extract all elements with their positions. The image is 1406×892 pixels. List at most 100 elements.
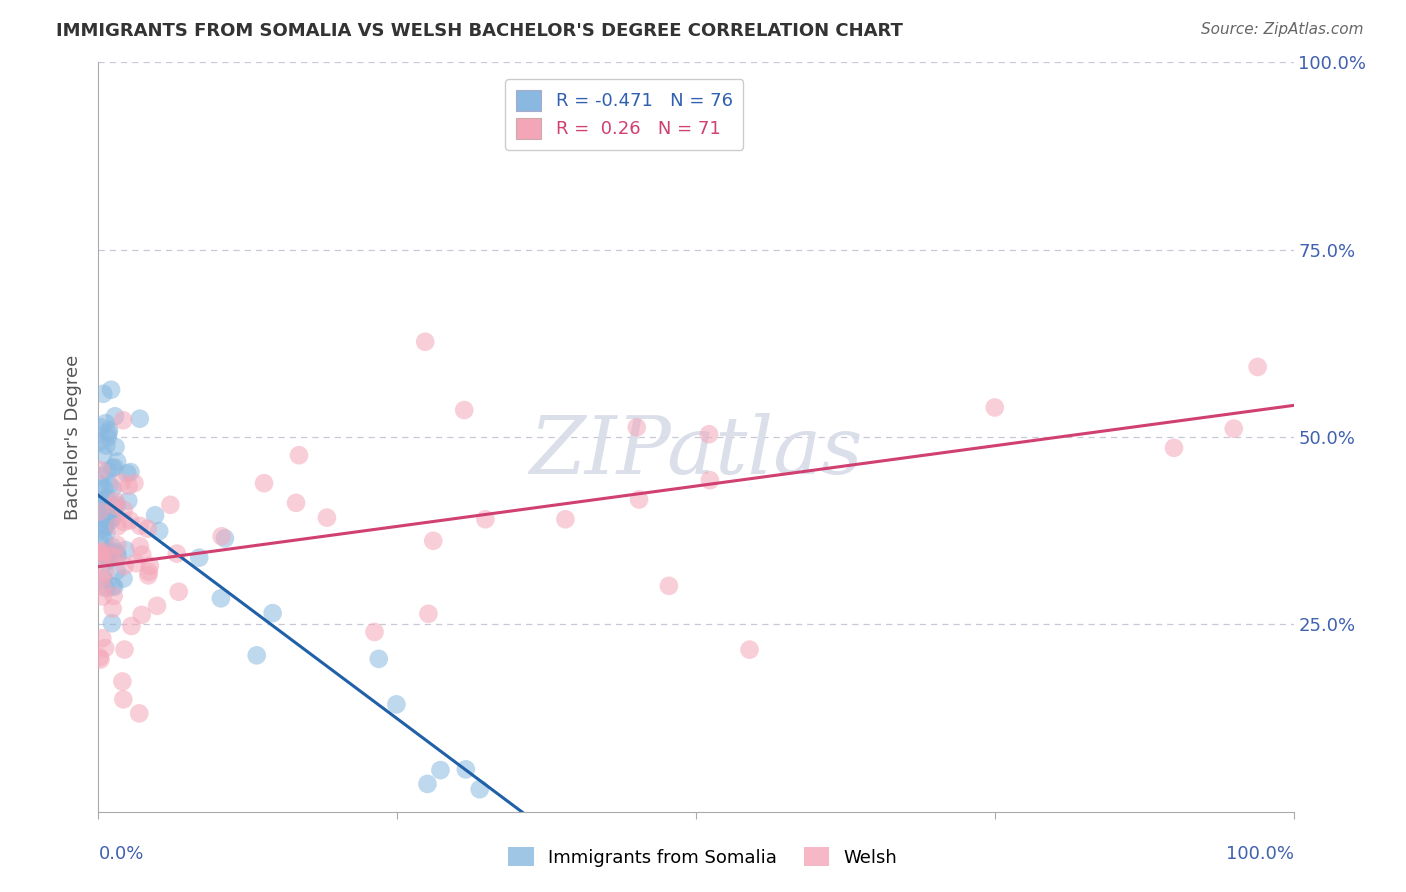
Point — [97, 423, 120, 437]
Point — [146, 599, 169, 613]
Point — [93, 448, 115, 462]
Legend: Immigrants from Somalia, Welsh: Immigrants from Somalia, Welsh — [501, 840, 905, 874]
Point — [97, 464, 120, 478]
Point — [91, 539, 114, 553]
Point — [117, 467, 139, 481]
Point — [96, 581, 118, 595]
Point — [93, 533, 115, 547]
Point — [139, 558, 162, 573]
Point — [98, 477, 121, 491]
Point — [90, 547, 112, 561]
Point — [97, 552, 120, 566]
Point — [103, 589, 125, 603]
Point — [91, 580, 114, 594]
Point — [90, 571, 112, 585]
Point — [114, 642, 136, 657]
Point — [385, 698, 408, 712]
Point — [104, 494, 127, 508]
Point — [104, 550, 127, 565]
Point — [124, 476, 146, 491]
Text: IMMIGRANTS FROM SOMALIA VS WELSH BACHELOR'S DEGREE CORRELATION CHART: IMMIGRANTS FROM SOMALIA VS WELSH BACHELO… — [56, 22, 903, 40]
Point — [105, 564, 128, 578]
Point — [697, 427, 720, 442]
Point — [101, 601, 124, 615]
Point — [105, 454, 128, 468]
Point — [96, 555, 118, 569]
Point — [699, 473, 721, 487]
Point — [100, 383, 122, 397]
Point — [90, 420, 112, 434]
Legend: R = -0.471   N = 76, R =  0.26   N = 71: R = -0.471 N = 76, R = 0.26 N = 71 — [505, 79, 744, 150]
Point — [626, 420, 648, 434]
Point — [90, 469, 112, 483]
Point — [96, 439, 118, 453]
Point — [93, 510, 115, 524]
Point — [429, 763, 451, 777]
Point — [143, 508, 166, 523]
Point — [468, 782, 491, 797]
Point — [285, 496, 308, 510]
Point — [90, 544, 112, 558]
Point — [91, 631, 114, 645]
Point — [114, 559, 136, 574]
Point — [101, 511, 124, 525]
Point — [89, 503, 111, 517]
Point — [416, 777, 439, 791]
Point — [107, 549, 129, 564]
Point — [96, 546, 118, 560]
Point — [104, 499, 127, 513]
Text: ZIPatlas: ZIPatlas — [529, 413, 863, 491]
Point — [94, 416, 117, 430]
Point — [101, 616, 124, 631]
Point — [91, 590, 114, 604]
Point — [454, 763, 477, 777]
Point — [128, 706, 150, 721]
Point — [100, 549, 122, 563]
Point — [1247, 359, 1270, 374]
Point — [159, 498, 181, 512]
Point — [105, 538, 128, 552]
Point — [167, 584, 190, 599]
Point — [136, 568, 159, 582]
Point — [91, 386, 114, 401]
Point — [90, 463, 112, 477]
Point — [120, 619, 142, 633]
Point — [131, 548, 153, 562]
Point — [96, 491, 118, 505]
Point — [91, 549, 114, 563]
Point — [211, 529, 233, 543]
Point — [104, 440, 127, 454]
Point — [91, 508, 114, 523]
Point — [413, 334, 436, 349]
Point — [89, 434, 111, 449]
Point — [128, 411, 150, 425]
Point — [148, 524, 170, 538]
Point — [89, 652, 111, 666]
Point — [112, 692, 135, 706]
Point — [114, 543, 136, 558]
Point — [246, 648, 269, 663]
Point — [117, 493, 139, 508]
Point — [363, 624, 385, 639]
Point — [98, 546, 121, 560]
Y-axis label: Bachelor's Degree: Bachelor's Degree — [65, 354, 83, 520]
Point — [117, 479, 139, 493]
Point — [367, 652, 389, 666]
Point — [418, 607, 440, 621]
Point — [131, 607, 153, 622]
Point — [253, 476, 276, 491]
Point — [628, 492, 651, 507]
Point — [98, 543, 121, 558]
Point — [96, 525, 118, 540]
Text: 100.0%: 100.0% — [1226, 846, 1294, 863]
Point — [129, 539, 152, 553]
Point — [658, 579, 681, 593]
Point — [209, 591, 232, 606]
Point — [94, 508, 117, 523]
Point — [107, 519, 129, 533]
Point — [112, 413, 135, 427]
Point — [1163, 441, 1185, 455]
Point — [93, 482, 115, 496]
Point — [89, 545, 111, 559]
Point — [262, 606, 284, 620]
